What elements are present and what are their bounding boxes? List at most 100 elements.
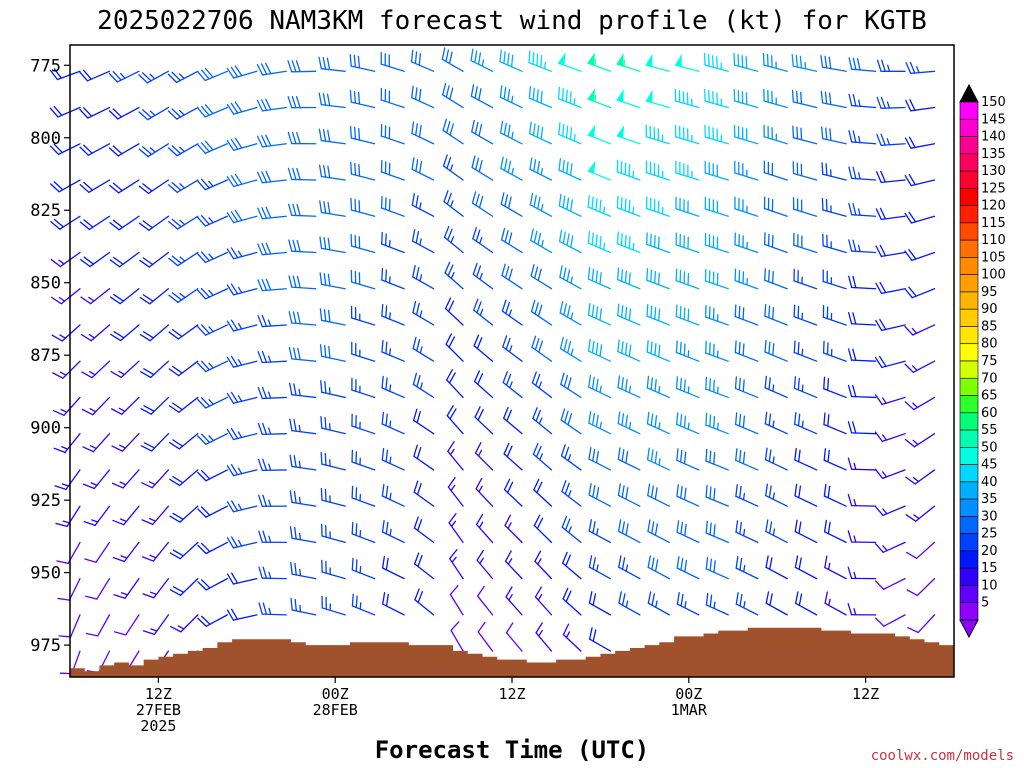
wind-barb (350, 197, 376, 217)
wind-barb (168, 396, 199, 413)
wind-barb (876, 59, 906, 72)
wind-barb (318, 92, 346, 109)
wind-barb (904, 324, 936, 336)
wind-barb (256, 134, 287, 148)
wind-barb (587, 52, 612, 72)
wind-barb (587, 338, 612, 362)
wind-barb (446, 369, 464, 399)
wind-barb (197, 287, 228, 300)
wind-barb (442, 83, 464, 109)
wind-barb (474, 406, 494, 435)
wind-barb (674, 124, 700, 145)
wind-barb (560, 372, 582, 399)
terrain-layer (70, 627, 954, 677)
wind-barb (847, 384, 877, 399)
colorbar-swatch (959, 343, 979, 362)
wind-barb (108, 70, 140, 83)
wind-barb (82, 433, 111, 453)
wind-barb (351, 413, 376, 435)
wind-barb (874, 614, 906, 627)
wind-barb (704, 124, 729, 145)
wind-barb (560, 444, 582, 471)
wind-barb (258, 566, 287, 580)
wind-barb (505, 622, 523, 652)
wind-barb (562, 551, 582, 580)
wind-barb (532, 407, 553, 435)
wind-barb (444, 261, 464, 290)
colorbar-label: 75 (981, 354, 998, 369)
wind-barb (904, 174, 936, 187)
colorbar-swatch (959, 101, 979, 120)
wind-barb (141, 541, 170, 562)
wind-barb (906, 577, 936, 597)
wind-barb (473, 334, 494, 362)
wind-barb (108, 143, 140, 157)
colorbar-swatch (959, 585, 979, 604)
wind-barb (705, 448, 729, 471)
wind-barb (79, 69, 111, 82)
wind-barb (848, 202, 877, 217)
y-tick-label: 825 (30, 201, 61, 221)
wind-barb (705, 592, 729, 616)
wind-barb (848, 93, 877, 109)
colorbar-swatch (959, 222, 979, 241)
wind-barb (470, 84, 494, 109)
wind-barb (442, 154, 464, 181)
wind-barb (562, 587, 582, 616)
colorbar-label: 60 (981, 406, 998, 421)
wind-barb (733, 124, 759, 145)
wind-barb (503, 406, 523, 435)
wind-barb (734, 268, 759, 290)
wind-barb (257, 206, 287, 220)
wind-barb (321, 559, 346, 580)
wind-barb (197, 251, 228, 264)
wind-barb (448, 512, 464, 544)
wind-barb (823, 483, 847, 507)
wind-barb (226, 608, 258, 621)
wind-barb (82, 469, 111, 490)
wind-barb (288, 203, 317, 217)
wind-barb (226, 500, 258, 513)
wind-barb (645, 89, 670, 109)
wind-barb (321, 595, 346, 616)
wind-barb (351, 521, 376, 544)
colorbar-label: 25 (981, 527, 998, 542)
wind-barb (703, 52, 729, 72)
colorbar-label: 125 (981, 181, 1006, 196)
wind-barb (351, 557, 376, 580)
x-tick-label: 1MAR (671, 701, 708, 719)
x-axis-label: Forecast Time (UTC) (375, 736, 650, 764)
wind-barb (675, 304, 700, 326)
wind-barb (904, 396, 936, 411)
wind-barb (474, 442, 494, 471)
wind-barb (618, 555, 641, 580)
wind-barb (471, 119, 494, 145)
credit-link[interactable]: coolwx.com/models (871, 748, 1014, 764)
colorbar-label: 85 (981, 319, 998, 334)
wind-barb (647, 519, 670, 544)
wind-barb (411, 157, 435, 181)
colorbar-label: 10 (981, 578, 998, 593)
wind-barb (351, 485, 376, 507)
wind-barb (794, 483, 818, 507)
colorbar-swatch (959, 239, 979, 258)
wind-barb (848, 166, 877, 181)
wind-barb (197, 433, 228, 446)
wind-barb (675, 196, 700, 217)
wind-barb (905, 469, 936, 485)
wind-barb (197, 215, 228, 227)
wind-barb (167, 179, 199, 194)
wind-barb (111, 469, 140, 489)
wind-barb (529, 192, 553, 217)
wind-barb (763, 232, 788, 254)
wind-barb (764, 303, 788, 326)
wind-barb (470, 48, 494, 72)
wind-barb (734, 232, 759, 254)
wind-barb (141, 505, 170, 526)
wind-barb (905, 505, 936, 522)
wind-barb (676, 520, 700, 544)
wind-barb (138, 143, 170, 158)
wind-barb (561, 480, 582, 507)
wind-barb (349, 53, 376, 72)
